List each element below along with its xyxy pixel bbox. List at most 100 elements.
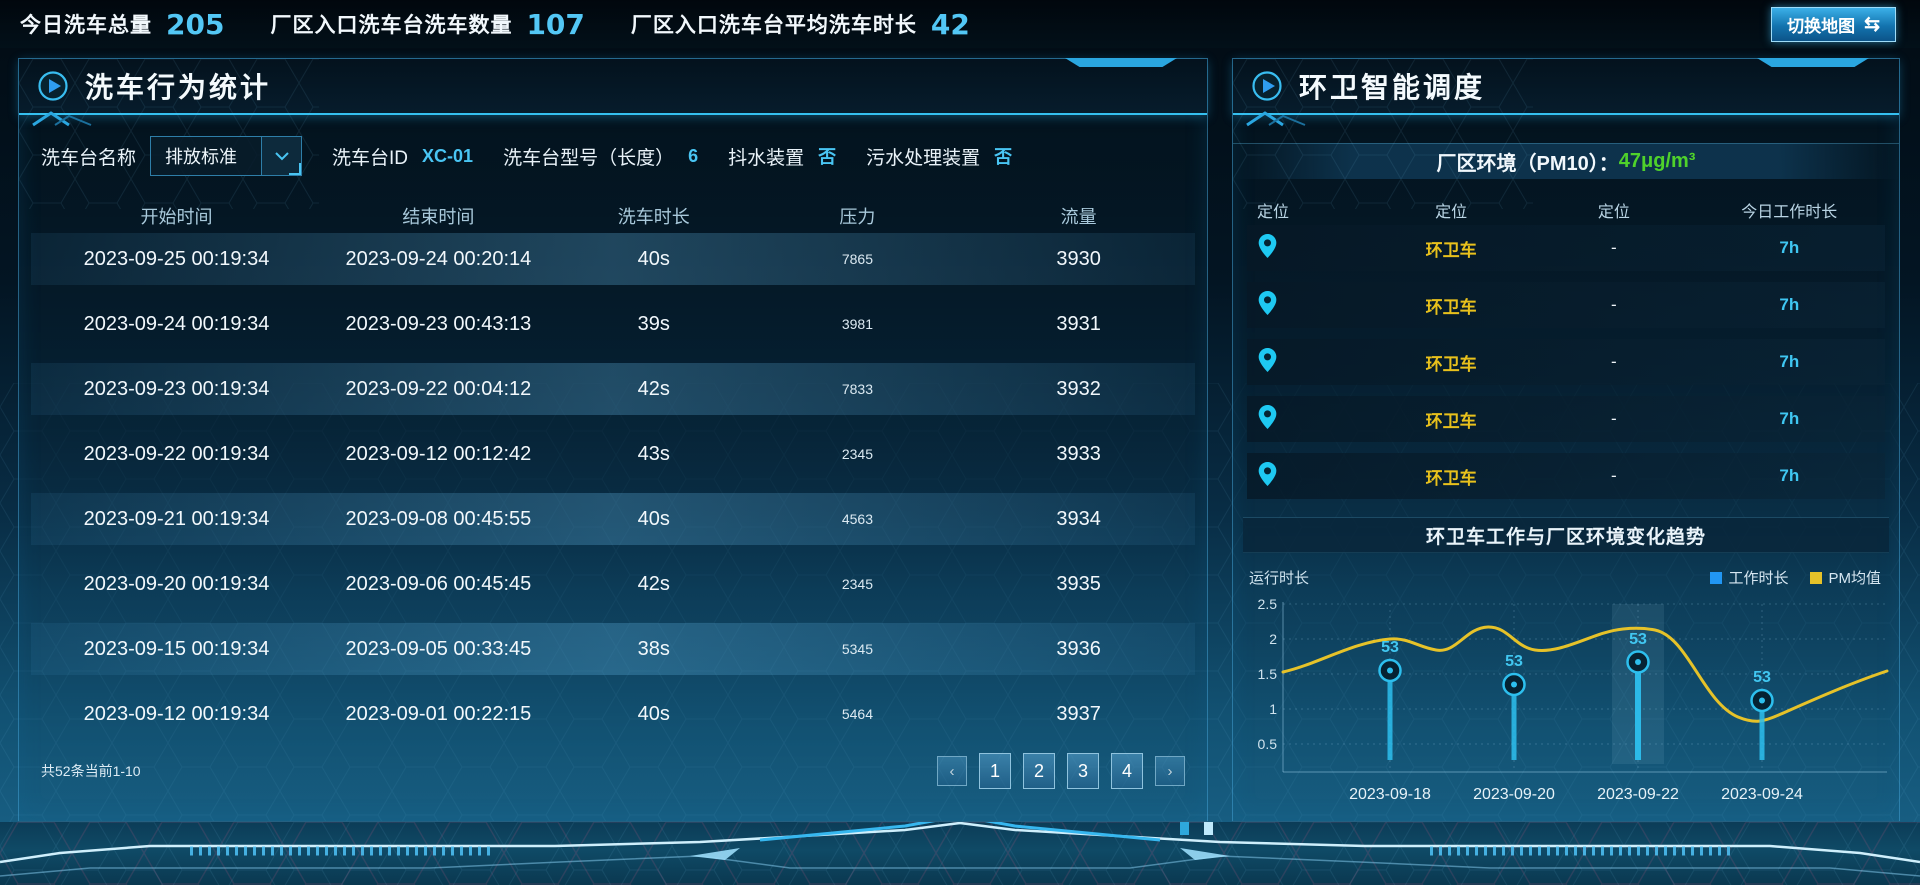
stat-total-washes: 今日洗车总量 205 bbox=[20, 8, 224, 41]
trend-chart-container: 2.5 2 1.5 1 0.5 53 5 bbox=[1243, 592, 1893, 829]
y-tick: 2.5 bbox=[1258, 596, 1278, 612]
play-icon bbox=[38, 71, 68, 101]
dispatch-header-row: 定位 定位 定位 今日工作时长 bbox=[1247, 195, 1885, 225]
legend-item-pm-average[interactable]: PM均值 bbox=[1810, 567, 1881, 588]
x-tick: 2023-09-22 bbox=[1597, 786, 1679, 803]
cell-start-time: 2023-09-20 00:19:34 bbox=[83, 572, 270, 595]
legend-label: 工作时长 bbox=[1728, 570, 1789, 587]
location-value: - bbox=[1611, 466, 1617, 485]
table-row: 2023-09-15 00:19:34 2023-09-05 00:33:45 … bbox=[31, 623, 1195, 675]
work-hours: 7h bbox=[1779, 352, 1800, 371]
vehicle-name: 环卫车 bbox=[1425, 297, 1477, 317]
vehicle-name: 环卫车 bbox=[1425, 240, 1477, 260]
cell-pressure: 5345 bbox=[841, 641, 873, 657]
column-header: 洗车时长 bbox=[617, 207, 690, 227]
cell-duration: 38s bbox=[637, 637, 670, 660]
table-row: 2023-09-22 00:19:34 2023-09-12 00:12:42 … bbox=[31, 428, 1195, 480]
chart-legend: 工作时长 PM均值 bbox=[1710, 567, 1881, 588]
table-row: 2023-09-12 00:19:34 2023-09-01 00:22:15 … bbox=[31, 688, 1195, 740]
cell-start-time: 2023-09-12 00:19:34 bbox=[83, 702, 270, 725]
shake-device-label: 抖水装置 bbox=[728, 147, 805, 169]
washer-model-label: 洗车台型号（长度） bbox=[503, 147, 675, 169]
dispatch-row: 环卫车 - 7h bbox=[1247, 225, 1885, 271]
stat-avg-duration: 厂区入口洗车台平均洗车时长 42 bbox=[631, 8, 970, 41]
cell-duration: 40s bbox=[637, 702, 670, 725]
cell-end-time: 2023-09-01 00:22:15 bbox=[345, 702, 532, 725]
legend-swatch-blue bbox=[1710, 571, 1723, 584]
column-header: 开始时间 bbox=[140, 207, 213, 227]
page-button-4[interactable]: 4 bbox=[1111, 753, 1143, 789]
x-tick: 2023-09-18 bbox=[1349, 786, 1431, 803]
top-stat-bar: 今日洗车总量 205 厂区入口洗车台洗车数量 107 厂区入口洗车台平均洗车时长… bbox=[0, 0, 1920, 48]
column-header: 结束时间 bbox=[402, 207, 475, 227]
chart-legend-row: 运行时长 工作时长 PM均值 bbox=[1249, 567, 1881, 588]
cell-flow: 3933 bbox=[1056, 442, 1101, 465]
x-tick: 2023-09-24 bbox=[1721, 786, 1803, 803]
stat-label: 厂区入口洗车台洗车数量 bbox=[270, 14, 513, 37]
work-hours: 7h bbox=[1779, 409, 1800, 428]
cell-duration: 40s bbox=[637, 247, 670, 270]
page-button-2[interactable]: 2 bbox=[1023, 753, 1055, 789]
stat-entrance-washes: 厂区入口洗车台洗车数量 107 bbox=[270, 8, 584, 41]
sewage-device-label: 污水处理装置 bbox=[866, 147, 981, 169]
legend-item-work-hours[interactable]: 工作时长 bbox=[1710, 567, 1788, 588]
cell-pressure: 2345 bbox=[841, 576, 873, 592]
table-row: 2023-09-21 00:19:34 2023-09-08 00:45:55 … bbox=[31, 493, 1195, 545]
dispatch-row: 环卫车 - 7h bbox=[1247, 453, 1885, 499]
y-axis-title: 运行时长 bbox=[1249, 570, 1310, 587]
location-pin-icon[interactable] bbox=[1247, 347, 1368, 378]
next-page-button[interactable]: › bbox=[1155, 756, 1185, 786]
work-hours: 7h bbox=[1779, 466, 1800, 485]
cell-end-time: 2023-09-06 00:45:45 bbox=[345, 572, 532, 595]
y-tick: 1.5 bbox=[1258, 666, 1278, 682]
y-tick: 1 bbox=[1269, 701, 1277, 717]
panel-header: 洗车行为统计 bbox=[19, 58, 1207, 209]
trend-chart[interactable]: 2.5 2 1.5 1 0.5 53 5 bbox=[1243, 592, 1893, 824]
table-header-row: 开始时间 结束时间 洗车时长 压力 流量 bbox=[31, 199, 1195, 233]
cell-start-time: 2023-09-23 00:19:34 bbox=[83, 377, 270, 400]
column-header: 定位 bbox=[1597, 204, 1630, 221]
shake-device-value: 否 bbox=[818, 147, 837, 167]
y-tick: 0.5 bbox=[1258, 736, 1278, 752]
cell-start-time: 2023-09-25 00:19:34 bbox=[83, 247, 270, 270]
cell-start-time: 2023-09-15 00:19:34 bbox=[83, 637, 270, 660]
cell-pressure: 5464 bbox=[841, 706, 873, 722]
cell-duration: 42s bbox=[637, 377, 670, 400]
location-pin-icon[interactable] bbox=[1247, 404, 1368, 435]
cell-pressure: 7833 bbox=[841, 381, 873, 397]
table-row: 2023-09-24 00:19:34 2023-09-23 00:43:13 … bbox=[31, 298, 1195, 350]
stat-value: 205 bbox=[166, 7, 225, 41]
cell-duration: 39s bbox=[637, 312, 670, 335]
column-header: 定位 bbox=[1435, 204, 1468, 221]
pagination-summary: 共52条当前1-10 bbox=[41, 763, 141, 779]
washer-name-select[interactable]: 排放标准 bbox=[150, 136, 303, 176]
page-button-3[interactable]: 3 bbox=[1067, 753, 1099, 789]
page-button-1[interactable]: 1 bbox=[979, 753, 1011, 789]
prev-page-button[interactable]: ‹ bbox=[937, 756, 967, 786]
panel-title: 洗车行为统计 bbox=[85, 72, 272, 103]
select-value: 排放标准 bbox=[165, 147, 238, 167]
cell-end-time: 2023-09-23 00:43:13 bbox=[345, 312, 532, 335]
chevron-decoration bbox=[32, 111, 92, 127]
cell-flow: 3930 bbox=[1056, 247, 1101, 270]
header-notch-decoration bbox=[1757, 58, 1869, 67]
env-pm10-label: 厂区环境（PM10）： bbox=[1436, 153, 1619, 175]
wash-records-table: 开始时间 结束时间 洗车时长 压力 流量 2023-09-25 00:19:34… bbox=[31, 199, 1195, 740]
dispatch-row: 环卫车 - 7h bbox=[1247, 339, 1885, 385]
work-hours-markers: 53 53 53 53 bbox=[1378, 631, 1774, 760]
chevron-down-icon bbox=[261, 137, 302, 175]
table-row: 2023-09-23 00:19:34 2023-09-22 00:04:12 … bbox=[31, 363, 1195, 415]
location-pin-icon[interactable] bbox=[1247, 461, 1368, 492]
location-pin-icon[interactable] bbox=[1247, 290, 1368, 321]
swap-arrows-icon: ⇆ bbox=[1864, 14, 1880, 35]
stat-label: 今日洗车总量 bbox=[20, 14, 152, 37]
cell-flow: 3934 bbox=[1056, 507, 1101, 530]
column-header: 定位 bbox=[1257, 204, 1290, 221]
location-pin-icon[interactable] bbox=[1247, 233, 1368, 264]
cell-flow: 3937 bbox=[1056, 702, 1101, 725]
cell-pressure: 7865 bbox=[841, 251, 873, 267]
sewage-device-value: 否 bbox=[994, 147, 1013, 167]
stat-label: 厂区入口洗车台平均洗车时长 bbox=[630, 14, 917, 37]
switch-map-button[interactable]: 切换地图 ⇆ bbox=[1771, 7, 1896, 42]
cell-flow: 3936 bbox=[1056, 637, 1101, 660]
